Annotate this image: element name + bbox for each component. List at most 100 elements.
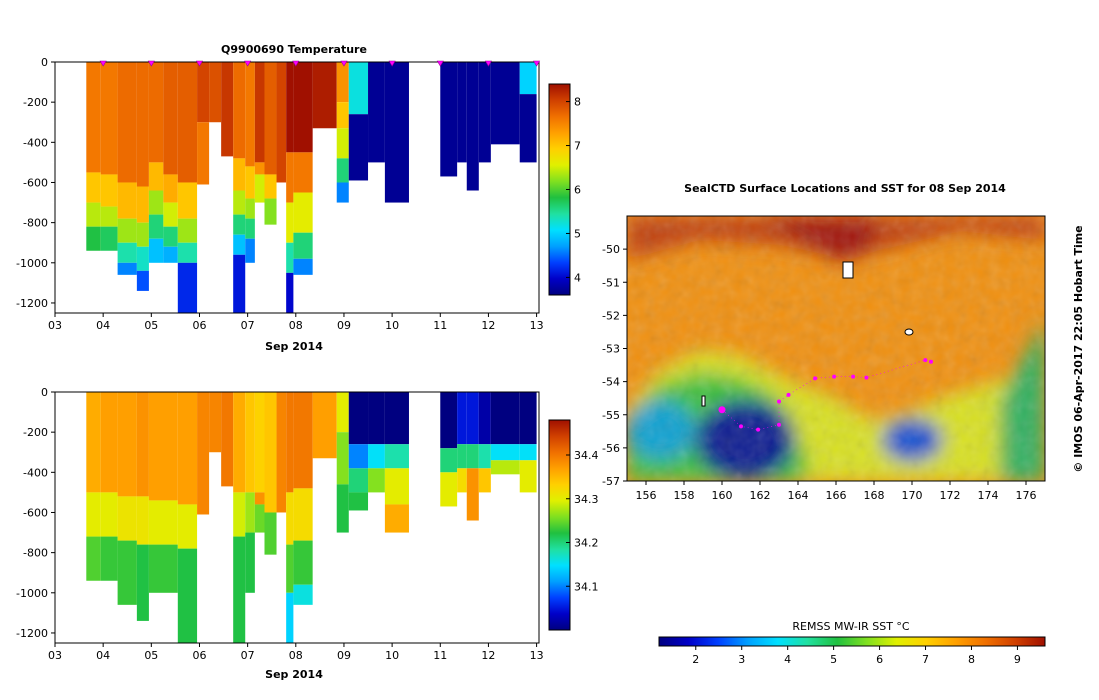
island-small (904, 328, 914, 336)
colorbar-tick-label: 34.3 (574, 493, 599, 506)
lon-tick-label: 164 (788, 489, 809, 502)
seal-location-dot (929, 359, 933, 364)
sst-field (627, 216, 1045, 481)
salinity-y-axis: 0 -200 -400 -600 -800 -1000 -1200 (16, 386, 55, 640)
y-tick-label: -600 (23, 176, 48, 189)
y-tick-label: -1000 (16, 587, 48, 600)
lon-tick-label: 168 (864, 489, 885, 502)
profile-cell (478, 62, 491, 163)
profile-cell (519, 94, 537, 163)
profile-cell (490, 460, 520, 475)
x-tick-label: 08 (289, 649, 303, 662)
profile-cell (245, 532, 255, 593)
profile-cell (148, 62, 164, 163)
profile-cell (197, 62, 210, 123)
x-tick-label: 03 (48, 319, 62, 332)
profile-cell (177, 182, 198, 219)
lat-tick-label: -51 (602, 276, 620, 289)
map-longitude-axis: 156 158 160 162 164 166 168 170 172 174 176 (636, 481, 1037, 502)
profile-cell (384, 444, 409, 469)
x-tick-label: 04 (96, 319, 110, 332)
lon-tick-label: 162 (750, 489, 771, 502)
map-latitude-axis: -50 -51 -52 -53 -54 -55 -56 -57 (602, 243, 627, 488)
profile-cell (163, 246, 178, 263)
profile-cell (86, 492, 101, 537)
profile-cell (245, 166, 255, 199)
profile-cell (245, 492, 255, 533)
profile-cell (233, 158, 246, 191)
profile-cell (197, 122, 210, 185)
profile-cell (233, 392, 246, 493)
colorbar-tick-label: 4 (574, 271, 581, 284)
seal-location-dot (832, 374, 837, 379)
lon-tick-label: 172 (940, 489, 961, 502)
profile-cell (117, 392, 137, 497)
profile-cell (286, 544, 294, 593)
profile-cell (264, 174, 277, 199)
y-tick-label: -800 (23, 547, 48, 560)
profile-cell (293, 392, 313, 489)
profile-cell (466, 62, 479, 191)
profile-cell (368, 62, 385, 163)
island-auckland (701, 395, 706, 407)
sst-colorbar-tick-label: 5 (830, 653, 837, 666)
profile-cell (384, 468, 409, 505)
y-tick-label: -600 (23, 506, 48, 519)
profile-cell (148, 214, 164, 239)
profile-cell (148, 238, 164, 263)
sst-colorbar-tick-label: 2 (692, 653, 699, 666)
profile-cell (254, 504, 265, 533)
x-tick-label: 10 (385, 649, 399, 662)
profile-cell (177, 262, 198, 313)
profile-cell (286, 62, 294, 153)
profile-cell (286, 202, 294, 243)
profile-cell (286, 272, 294, 313)
x-tick-label: 08 (289, 319, 303, 332)
y-tick-label: -800 (23, 217, 48, 230)
map-colorbar-label: REMSS MW-IR SST °C (792, 620, 910, 633)
profile-cell (368, 468, 385, 493)
sst-colorbar-tick-label: 6 (876, 653, 883, 666)
profile-cell (233, 254, 246, 313)
lat-tick-label: -52 (602, 309, 620, 322)
profile-marker (244, 60, 252, 67)
seal-location-dot (777, 422, 781, 427)
profile-cell (336, 62, 349, 103)
profile-cell (245, 238, 255, 263)
profile-cell (163, 174, 178, 203)
profile-cell (163, 202, 178, 227)
y-tick-label: -1200 (16, 297, 48, 310)
profile-cell (117, 262, 137, 275)
y-tick-label: -1200 (16, 627, 48, 640)
profile-marker (292, 60, 300, 67)
colorbar-tick-label: 34.2 (574, 537, 599, 550)
profile-cell (519, 460, 537, 493)
profile-cell (384, 392, 409, 445)
profile-cell (163, 62, 178, 175)
profile-cell (136, 392, 149, 497)
profile-cell (286, 392, 294, 493)
profile-cell (233, 536, 246, 643)
profile-cell (117, 218, 137, 243)
profile-cell (490, 62, 520, 145)
profile-cell (457, 468, 467, 493)
x-tick-label: 10 (385, 319, 399, 332)
y-tick-label: 0 (41, 56, 48, 69)
profile-cell (245, 392, 255, 493)
profile-cell (100, 226, 118, 251)
sst-colorbar-tick-label: 8 (968, 653, 975, 666)
profile-cell (233, 190, 246, 215)
profile-cell (519, 62, 537, 95)
lon-tick-label: 176 (1016, 489, 1037, 502)
profile-cell (100, 62, 118, 175)
temperature-plot-title: Q9900690 Temperature (221, 43, 367, 56)
lat-tick-label: -50 (602, 243, 620, 256)
x-tick-label: 07 (241, 649, 255, 662)
profile-cell (148, 190, 164, 215)
seal-location-dot (923, 358, 928, 363)
profile-cell (368, 392, 385, 445)
profile-cell (254, 62, 265, 163)
profile-cell (177, 504, 198, 549)
profile-cell (276, 62, 287, 183)
